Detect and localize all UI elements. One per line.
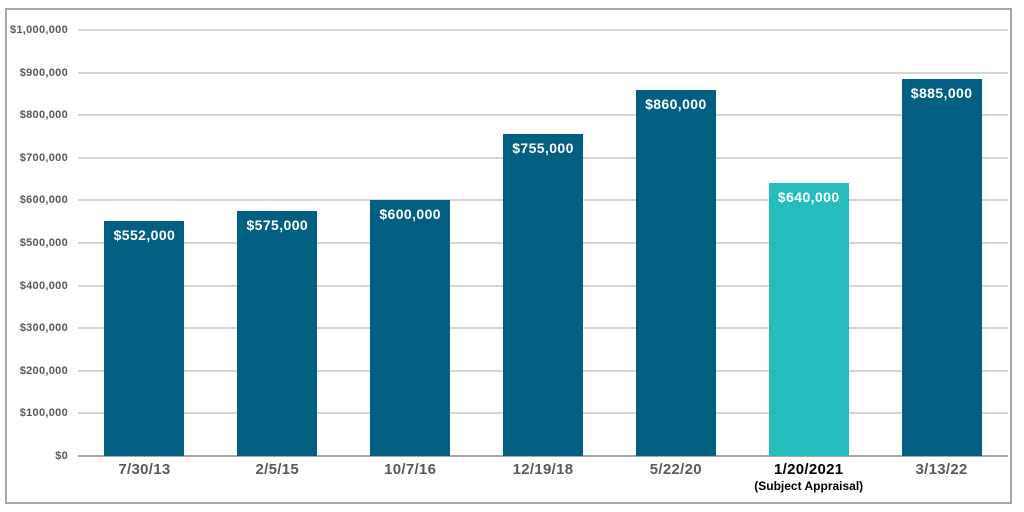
bar-value-label: $600,000 bbox=[379, 206, 441, 223]
bar-slot: $575,000 bbox=[211, 30, 344, 456]
bar-value-label: $575,000 bbox=[246, 217, 309, 234]
y-tick-label: $400,000 bbox=[19, 279, 68, 292]
x-tick-slot: 10/7/16 bbox=[344, 461, 477, 493]
x-tick-label: 1/20/2021 bbox=[774, 461, 844, 478]
bar-subject-appraisal: $640,000 bbox=[768, 183, 849, 456]
bar: $755,000 bbox=[503, 134, 583, 456]
bar: $860,000 bbox=[635, 89, 716, 456]
bar: $885,000 bbox=[901, 79, 982, 456]
y-tick-label: $0 bbox=[55, 450, 68, 462]
x-tick-sublabel: (Subject Appraisal) bbox=[754, 479, 864, 493]
bar: $552,000 bbox=[104, 220, 185, 456]
bar-value-label: $552,000 bbox=[113, 226, 176, 243]
y-tick-label: $1,000,000 bbox=[9, 24, 68, 36]
bar-value-label: $640,000 bbox=[777, 189, 840, 206]
y-tick-label: $300,000 bbox=[19, 322, 68, 335]
x-tick-slot: 5/22/20 bbox=[609, 461, 742, 493]
x-tick-label: 7/30/13 bbox=[118, 461, 171, 478]
y-tick-label: $100,000 bbox=[19, 407, 68, 420]
bar-slot: $755,000 bbox=[477, 30, 610, 456]
x-tick-label: 3/13/22 bbox=[915, 461, 968, 478]
x-axis-tick-labels: 7/30/13 2/5/15 10/7/16 12/19/18 5/22/20 1/20/… bbox=[78, 461, 1008, 493]
gridline bbox=[78, 29, 1008, 31]
x-tick-label: 2/5/15 bbox=[255, 461, 300, 478]
y-tick-label: $800,000 bbox=[19, 109, 68, 122]
bar-slot: $600,000 bbox=[344, 30, 477, 456]
bar-value-label: $860,000 bbox=[645, 95, 707, 112]
x-tick-slot: 1/20/2021 (Subject Appraisal) bbox=[742, 461, 875, 493]
x-tick-label: 10/7/16 bbox=[384, 461, 437, 478]
bar-value-label: $885,000 bbox=[910, 85, 973, 101]
bar-slot: $860,000 bbox=[609, 30, 742, 456]
gridline bbox=[78, 114, 1008, 117]
x-tick-slot: 2/5/15 bbox=[211, 461, 344, 493]
x-tick-slot: 7/30/13 bbox=[78, 461, 211, 493]
y-tick-label: $600,000 bbox=[19, 194, 68, 207]
x-tick-slot: 12/19/18 bbox=[477, 461, 610, 493]
bar-slot: $552,000 bbox=[78, 30, 211, 456]
y-tick-label: $700,000 bbox=[19, 151, 68, 164]
bar-slot: $885,000 bbox=[875, 30, 1008, 456]
x-tick-slot: 3/13/22 bbox=[875, 461, 1008, 493]
x-axis-line bbox=[78, 455, 1008, 457]
bar-series: $552,000 $575,000 $600,000 $755,000 $860,000… bbox=[78, 30, 1008, 456]
y-tick-label: $200,000 bbox=[19, 364, 68, 377]
bar-slot: $640,000 bbox=[742, 30, 875, 456]
y-tick-label: $900,000 bbox=[19, 66, 68, 79]
bar: $600,000 bbox=[370, 200, 451, 456]
y-axis-tick-labels: $0 $100,000 $200,000 $300,000 $400,000 $500,0… bbox=[0, 24, 72, 462]
gridline bbox=[78, 71, 1008, 74]
x-tick-label: 12/19/18 bbox=[512, 461, 574, 478]
bar: $575,000 bbox=[237, 211, 318, 456]
x-tick-label: 5/22/20 bbox=[649, 461, 702, 478]
y-tick-label: $500,000 bbox=[19, 237, 68, 249]
bar-value-label: $755,000 bbox=[512, 140, 574, 157]
